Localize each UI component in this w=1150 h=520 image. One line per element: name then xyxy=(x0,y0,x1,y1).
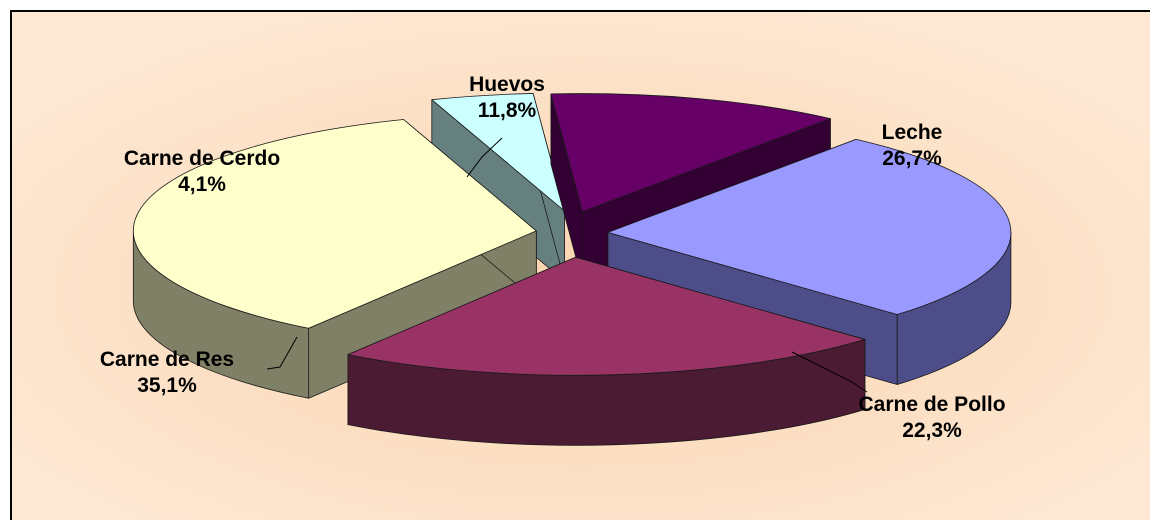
label-huevos: Huevos 11,8% xyxy=(442,72,572,124)
label-carne-de-pollo-value: 22,3% xyxy=(902,419,962,442)
leader-line-huevos xyxy=(466,137,503,178)
label-carne-de-pollo: Carne de Pollo 22,3% xyxy=(822,392,1042,444)
label-carne-de-res: Carne de Res 35,1% xyxy=(67,347,267,399)
slice-carne-de-pollo-top xyxy=(347,256,866,376)
label-leche: Leche 26,7% xyxy=(847,120,977,172)
label-carne-de-res-value: 35,1% xyxy=(137,374,197,397)
label-leche-name: Leche xyxy=(881,121,943,144)
slice-carne-de-cerdo-top xyxy=(431,93,566,212)
slice-leche-top xyxy=(607,139,1012,315)
leader-lines-layer xyxy=(266,137,868,393)
slice-huevos-top xyxy=(550,93,831,212)
label-carne-de-pollo-name: Carne de Pollo xyxy=(858,393,1006,416)
label-carne-de-res-name: Carne de Res xyxy=(99,348,235,371)
leader-line-carne-de-res xyxy=(266,336,298,370)
slices-layer xyxy=(132,93,1012,446)
leader-line-carne-de-pollo xyxy=(791,351,868,393)
slice-carne-de-pollo xyxy=(347,256,866,446)
label-huevos-name: Huevos xyxy=(469,73,545,96)
label-carne-de-cerdo-name: Carne de Cerdo xyxy=(123,147,281,170)
pie-chart xyxy=(12,12,1150,520)
chart-frame: y Leche 26,7% Carne de Pollo 22,3% Carne… xyxy=(10,10,1150,520)
label-carne-de-cerdo: Carne de Cerdo 4,1% xyxy=(82,146,322,198)
label-leche-value: 26,7% xyxy=(882,147,942,170)
label-huevos-value: 11,8% xyxy=(477,99,537,122)
label-carne-de-cerdo-value: 4,1% xyxy=(178,173,226,196)
slice-carne-de-res-top xyxy=(132,119,537,329)
